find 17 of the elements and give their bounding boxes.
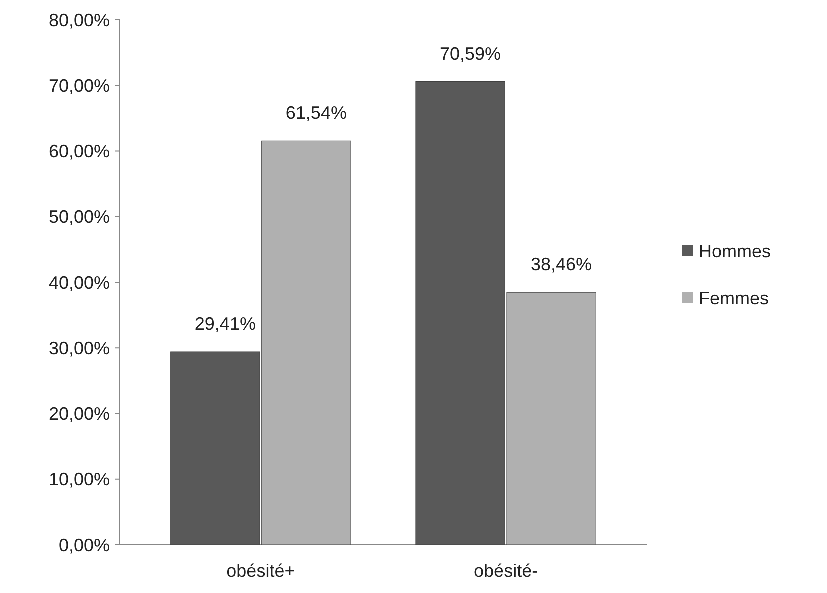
legend-label: Hommes <box>699 241 772 262</box>
y-tick-label: 0,00% <box>58 535 110 556</box>
y-tick-label: 80,00% <box>48 10 110 30</box>
legend-label: Femmes <box>699 288 770 308</box>
y-tick-label: 40,00% <box>48 272 110 293</box>
y-tick-label: 20,00% <box>48 404 110 424</box>
x-tick-label: obésité- <box>474 561 538 581</box>
y-tick-label: 70,00% <box>48 76 110 96</box>
data-label: 61,54% <box>286 103 347 124</box>
x-tick-label: obésité+ <box>226 561 296 581</box>
data-label: 29,41% <box>194 314 256 334</box>
data-label: 70,59% <box>440 44 502 64</box>
y-tick-label: 10,00% <box>48 470 110 490</box>
data-label: 38,46% <box>531 254 592 275</box>
y-tick-label: 50,00% <box>48 207 110 228</box>
y-tick-label: 60,00% <box>48 142 110 162</box>
y-tick-label: 30,00% <box>48 338 110 358</box>
